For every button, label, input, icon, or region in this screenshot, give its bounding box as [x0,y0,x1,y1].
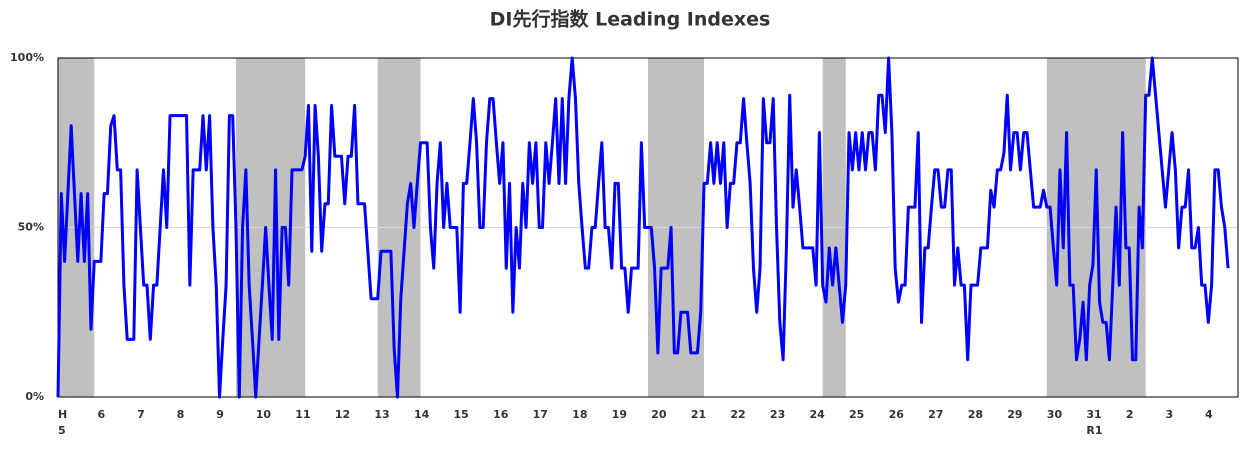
y-tick-label: 100% [10,51,44,64]
x-tick-label: 7 [137,408,145,421]
x-tick-label: 26 [889,408,905,421]
x-tick-label: 15 [454,408,469,421]
x-tick-label: 8 [177,408,185,421]
y-tick-label: 50% [18,221,44,234]
x-tick-label: 6 [98,408,106,421]
x-tick-label: 4 [1205,408,1213,421]
x-tick-label: 2 [1126,408,1134,421]
x-tick-label: 28 [968,408,983,421]
x-tick-label: 20 [651,408,667,421]
x-tick-label: 9 [216,408,224,421]
y-tick-label: 0% [25,390,44,403]
x-tick-label: 30 [1047,408,1063,421]
x-tick-label: 11 [295,408,310,421]
x-tick-label: 29 [1007,408,1022,421]
x-tick-label: 19 [612,408,627,421]
plot-frame [57,57,1239,398]
x-tick-label: 24 [809,408,825,421]
x-tick-label: 3 [1165,408,1173,421]
x-tick-label: 13 [374,408,389,421]
chart-title: DI先行指数 Leading Indexes [490,8,771,31]
x-tick-label: 16 [493,408,509,421]
x-tick-label: 14 [414,408,430,421]
data-line [56,56,1230,399]
x-tick-label: 23 [770,408,785,421]
x-tick-label: 27 [928,408,943,421]
x-tick-label: 12 [335,408,350,421]
x-tick-label: 22 [730,408,745,421]
x-tick-label: 18 [572,408,587,421]
x-tick-label: 31 R1 [1086,408,1102,437]
x-tick-label: 25 [849,408,864,421]
x-tick-label: 21 [691,408,706,421]
x-tick-label: 10 [256,408,272,421]
x-tick-label: 17 [533,408,548,421]
